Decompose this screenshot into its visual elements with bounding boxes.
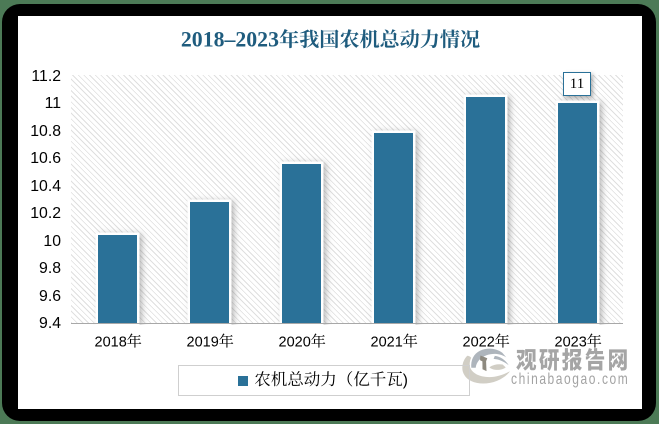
svg-text:2020: 2020	[279, 335, 311, 351]
svg-text:2021: 2021	[371, 335, 403, 351]
svg-text:): )	[403, 372, 408, 389]
svg-text:2019: 2019	[187, 335, 219, 351]
svg-text:2023: 2023	[555, 335, 587, 351]
svg-text:2022: 2022	[463, 335, 495, 351]
svg-text:2018–2023: 2018–2023	[181, 27, 279, 51]
svg-text:2018: 2018	[95, 335, 127, 351]
